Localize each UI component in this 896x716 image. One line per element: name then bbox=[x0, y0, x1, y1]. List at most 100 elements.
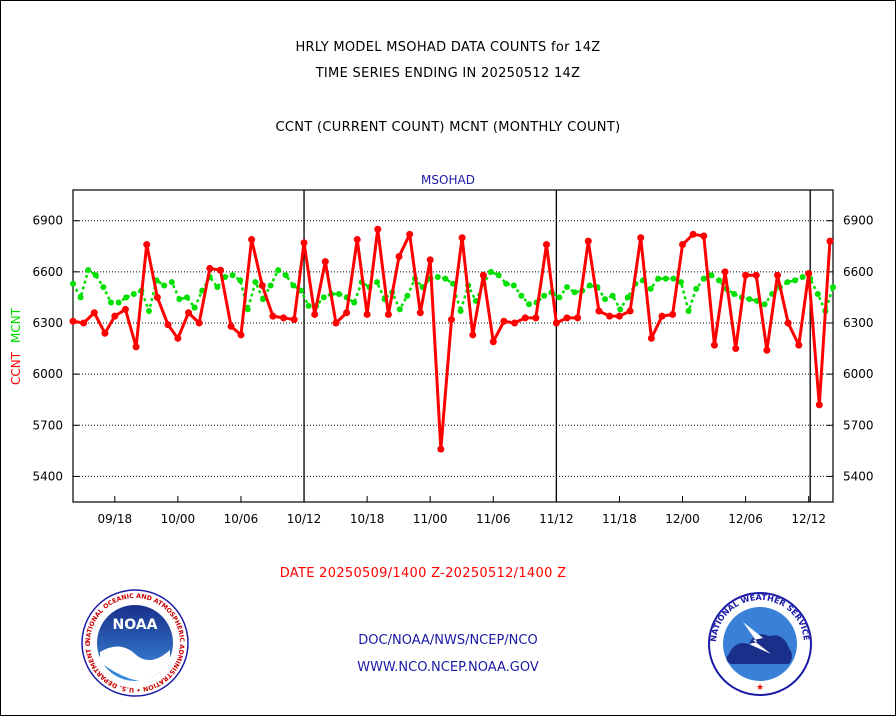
data-point-ccnt bbox=[752, 271, 760, 279]
date-range-label: DATE 20250509/1400 Z-20250512/1400 Z bbox=[279, 566, 567, 581]
data-point-ccnt bbox=[679, 241, 687, 249]
org-label: DOC/NOAA/NWS/NCEP/NCO bbox=[358, 633, 538, 648]
y-tick-label-left: 5400 bbox=[32, 469, 63, 483]
chart-subtitle: TIME SERIES ENDING IN 20250512 14Z bbox=[315, 66, 581, 81]
y-tick-label-right: 5400 bbox=[843, 469, 874, 483]
data-point-ccnt bbox=[574, 314, 582, 322]
data-point-ccnt bbox=[174, 334, 182, 342]
data-point-mcnt bbox=[168, 279, 175, 286]
data-point-ccnt bbox=[563, 314, 571, 322]
data-point-ccnt bbox=[658, 312, 666, 320]
data-point-mcnt bbox=[434, 273, 441, 280]
data-point-ccnt bbox=[269, 312, 277, 320]
data-point-ccnt bbox=[637, 234, 645, 242]
data-point-mcnt bbox=[503, 280, 510, 287]
x-tick-label: 12/06 bbox=[728, 512, 763, 526]
data-point-ccnt bbox=[552, 319, 560, 327]
data-point-mcnt bbox=[693, 285, 700, 292]
data-point-mcnt bbox=[336, 291, 342, 297]
data-point-ccnt bbox=[363, 310, 371, 318]
series-description: CCNT (CURRENT COUNT) MCNT (MONTHLY COUNT… bbox=[275, 120, 621, 135]
x-tick-label: 10/12 bbox=[287, 512, 322, 526]
data-point-mcnt bbox=[305, 302, 312, 309]
data-point-mcnt bbox=[374, 279, 380, 286]
data-point-mcnt bbox=[495, 272, 502, 279]
data-point-ccnt bbox=[132, 343, 140, 351]
data-point-ccnt bbox=[742, 271, 750, 279]
data-point-ccnt bbox=[584, 237, 592, 245]
data-point-ccnt bbox=[700, 232, 708, 240]
data-point-ccnt bbox=[185, 309, 193, 317]
website-link[interactable]: WWW.NCO.NCEP.NOAA.GOV bbox=[357, 660, 539, 675]
data-point-mcnt bbox=[260, 296, 266, 303]
data-point-mcnt bbox=[214, 284, 221, 291]
data-point-ccnt bbox=[237, 331, 245, 339]
data-point-mcnt bbox=[237, 277, 244, 284]
data-point-mcnt bbox=[244, 306, 251, 313]
data-point-mcnt bbox=[488, 268, 494, 275]
data-point-mcnt bbox=[229, 272, 236, 279]
data-point-mcnt bbox=[670, 275, 677, 282]
data-point-ccnt bbox=[606, 312, 614, 320]
data-point-mcnt bbox=[784, 279, 791, 286]
y-tick-label-left: 6000 bbox=[32, 367, 63, 381]
data-point-ccnt bbox=[479, 271, 487, 279]
data-point-mcnt bbox=[518, 292, 525, 299]
data-point-mcnt bbox=[526, 301, 532, 308]
y-tick-label-left: 6900 bbox=[32, 214, 63, 228]
chart-title: HRLY MODEL MSOHAD DATA COUNTS for 14Z bbox=[295, 40, 601, 55]
data-point-ccnt bbox=[164, 321, 172, 329]
data-point-ccnt bbox=[353, 235, 361, 243]
data-point-ccnt bbox=[595, 307, 603, 315]
x-tick-label: 11/12 bbox=[539, 512, 574, 526]
data-point-ccnt bbox=[216, 266, 224, 274]
data-point-ccnt bbox=[280, 314, 288, 322]
data-point-mcnt bbox=[716, 277, 722, 284]
nws-logo-icon: NATIONAL WEATHER SERVICE ★ bbox=[708, 592, 812, 696]
x-tick-label: 11/00 bbox=[413, 512, 448, 526]
data-point-mcnt bbox=[602, 296, 608, 303]
data-point-ccnt bbox=[406, 230, 414, 238]
data-point-ccnt bbox=[69, 317, 77, 325]
data-point-ccnt bbox=[153, 293, 161, 301]
data-point-mcnt bbox=[123, 294, 130, 301]
y-tick-label-left: 6300 bbox=[32, 316, 63, 330]
plot-area bbox=[72, 189, 834, 503]
data-point-mcnt bbox=[556, 294, 563, 301]
data-point-mcnt bbox=[191, 304, 198, 311]
data-point-mcnt bbox=[700, 275, 707, 282]
y-axis-label-ccnt: CCNT bbox=[9, 351, 23, 385]
data-point-ccnt bbox=[332, 319, 340, 327]
data-point-ccnt bbox=[732, 345, 740, 353]
data-point-mcnt bbox=[92, 272, 99, 279]
data-point-mcnt bbox=[541, 292, 548, 299]
y-tick-label-right: 6900 bbox=[843, 214, 874, 228]
x-tick-label: 12/12 bbox=[791, 512, 826, 526]
data-point-ccnt bbox=[784, 319, 792, 327]
data-point-mcnt bbox=[267, 282, 274, 289]
noaa-logo-label: NOAA bbox=[113, 617, 158, 633]
data-point-mcnt bbox=[404, 292, 411, 299]
x-tick-label: 10/06 bbox=[224, 512, 259, 526]
x-tick-label: 11/18 bbox=[602, 512, 637, 526]
data-point-mcnt bbox=[275, 267, 282, 274]
y-tick-label-right: 6300 bbox=[843, 316, 874, 330]
x-tick-label: 11/06 bbox=[476, 512, 511, 526]
data-point-mcnt bbox=[351, 299, 358, 306]
data-point-ccnt bbox=[80, 319, 88, 327]
y-tick-label-right: 6000 bbox=[843, 367, 874, 381]
data-point-mcnt bbox=[100, 284, 107, 291]
data-point-mcnt bbox=[792, 277, 798, 284]
data-point-ccnt bbox=[343, 309, 351, 317]
data-point-ccnt bbox=[121, 305, 129, 313]
data-point-mcnt bbox=[647, 285, 654, 292]
data-point-ccnt bbox=[248, 235, 256, 243]
data-point-ccnt bbox=[321, 258, 329, 266]
data-point-ccnt bbox=[489, 338, 497, 346]
data-point-ccnt bbox=[384, 310, 392, 318]
data-point-mcnt bbox=[396, 306, 403, 313]
data-point-ccnt bbox=[195, 319, 203, 327]
x-tick-label: 09/18 bbox=[98, 512, 133, 526]
data-point-ccnt bbox=[815, 401, 823, 409]
